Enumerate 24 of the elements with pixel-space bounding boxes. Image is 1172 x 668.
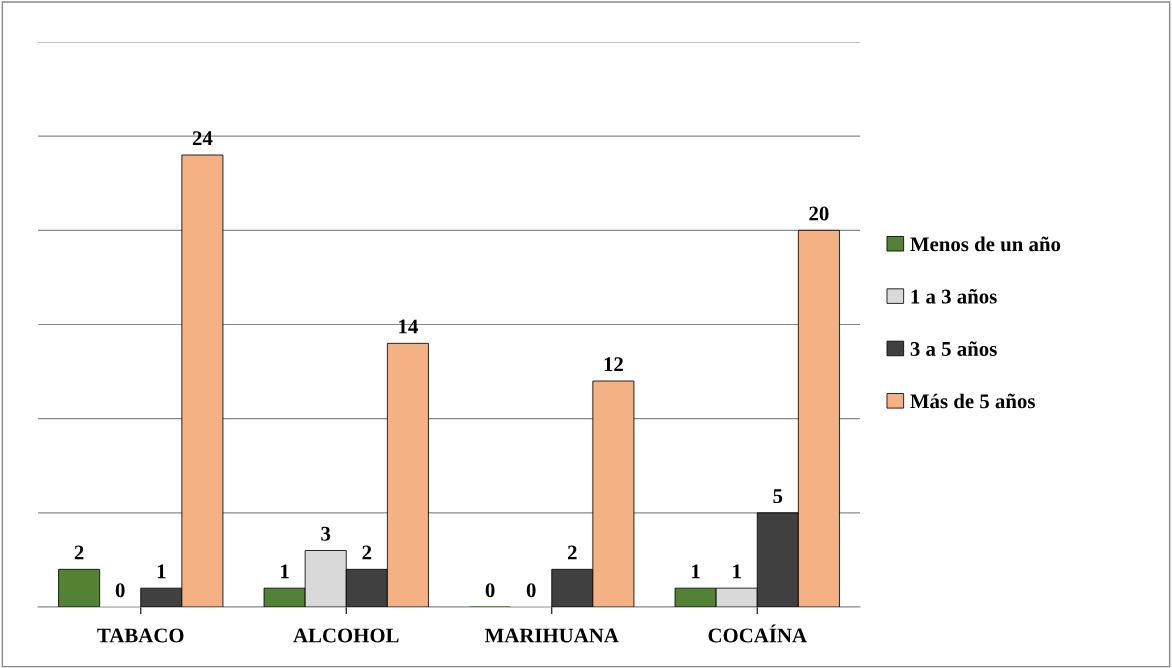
data-label: 3 [321,526,331,541]
data-label: 1 [157,564,166,579]
data-label: 14 [399,319,418,334]
x-tick-label: COCAÍNA [708,624,807,643]
x-tick-label: TABACO [97,628,184,643]
data-label: 2 [567,545,577,560]
legend-label: Más de 5 años [910,393,1035,409]
data-label: 0 [526,583,536,598]
legend-label: Menos de un año [910,236,1061,252]
x-tick-label: MARIHUANA [484,628,619,643]
data-label: 0 [115,583,125,598]
data-label: 24 [192,131,213,146]
x-tick-label: ALCOHOL [293,628,399,643]
data-label: 12 [604,357,623,372]
data-label: 2 [362,545,372,560]
data-label: 20 [809,206,829,221]
data-label: 1 [281,564,289,579]
data-label: 1 [733,564,741,579]
legend-label: 1 a 3 años [911,288,997,304]
data-label: 1 [692,564,700,579]
data-label: 0 [485,583,495,598]
data-label: 5 [773,489,783,504]
legend-label: 3 a 5 años [910,341,997,356]
data-label: 2 [74,545,84,560]
